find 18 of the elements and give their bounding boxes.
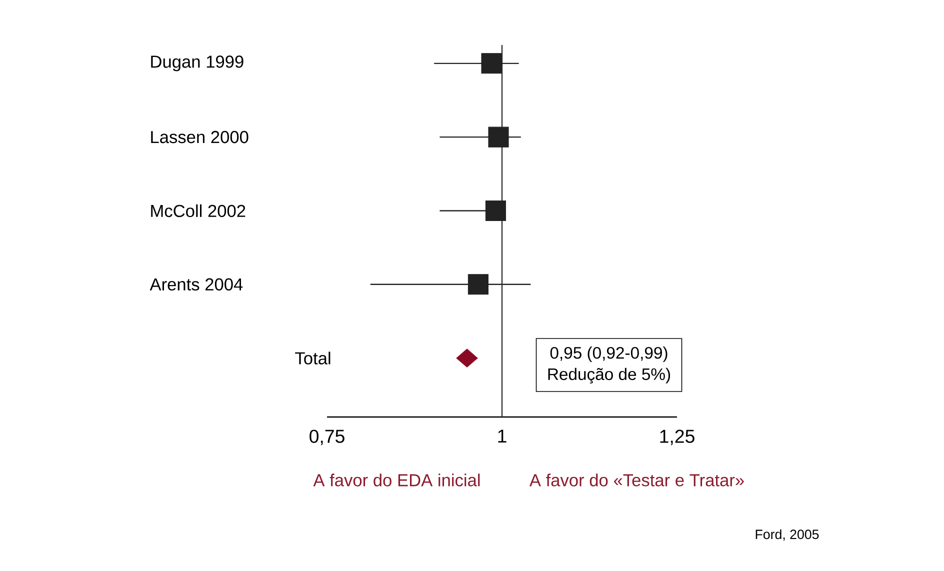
point <box>481 53 502 74</box>
y-tick-label: Arents 2004 <box>150 278 243 291</box>
x-tick-label: 1,25 <box>660 430 694 446</box>
point <box>468 274 488 295</box>
y-tick-label: Lassen 2000 <box>151 130 248 144</box>
point <box>456 348 478 368</box>
text: A favor do «Testar e Tratar» <box>529 474 744 486</box>
annotation: Redução de 5%) <box>548 368 670 384</box>
y-tick-label: Dugan 1999 <box>151 56 244 72</box>
x-tick-label: 1 <box>498 430 506 443</box>
y-tick-label: Total <box>295 352 330 364</box>
text: Ford, 2005 <box>756 529 819 541</box>
x-tick-label: 0,75 <box>310 430 344 446</box>
annotation: 0,95 (0,92-0,99) <box>550 346 668 362</box>
y-tick-label: McColl 2002 <box>151 204 246 218</box>
text: A favor do EDA inicial <box>313 474 480 486</box>
point <box>485 200 506 222</box>
point <box>488 126 509 148</box>
